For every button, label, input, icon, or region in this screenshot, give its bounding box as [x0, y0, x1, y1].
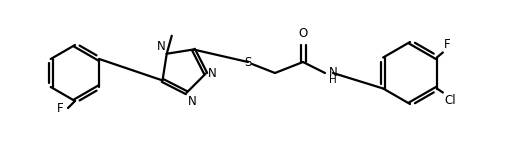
Text: F: F [444, 39, 451, 52]
Text: N: N [188, 95, 196, 108]
Text: N: N [208, 67, 217, 80]
Text: S: S [244, 55, 252, 68]
Text: F: F [56, 102, 63, 115]
Text: N: N [157, 40, 166, 53]
Text: N: N [329, 66, 338, 80]
Text: H: H [329, 75, 337, 85]
Text: Cl: Cl [445, 93, 456, 106]
Text: O: O [298, 27, 308, 40]
